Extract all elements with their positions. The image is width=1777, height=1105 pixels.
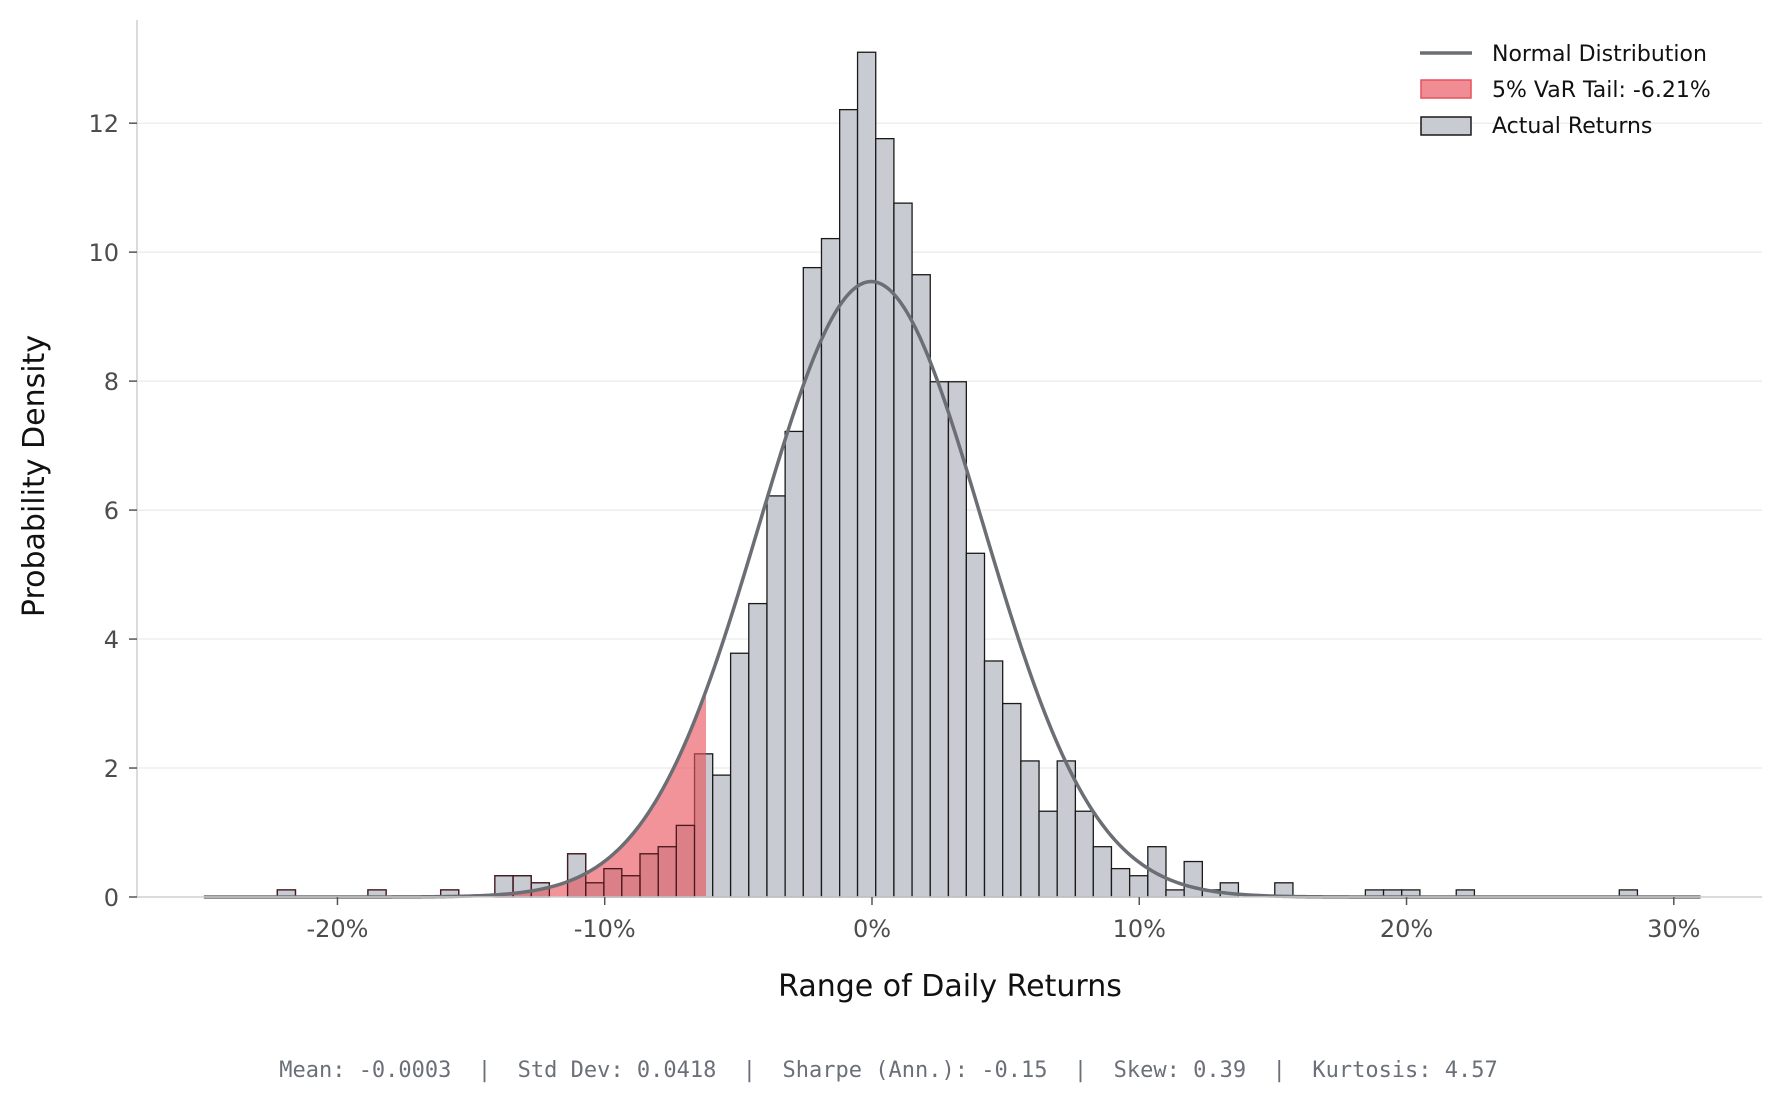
summary-statistics: Mean: -0.0003 | Std Dev: 0.0418 | Sharpe… [279, 1058, 1498, 1083]
histogram-bar [929, 381, 950, 898]
histogram-bar [766, 495, 786, 898]
y-tick-label: 10 [88, 239, 119, 267]
x-tick-label: -20% [306, 915, 368, 943]
histogram-bar [784, 430, 804, 898]
y-tick-label: 6 [104, 497, 119, 525]
y-axis-title: Probability Density [17, 335, 52, 617]
histogram-bar [1165, 889, 1185, 898]
histogram-bar [911, 274, 931, 898]
legend-var-label: 5% VaR Tail: -6.21% [1492, 78, 1711, 103]
histogram-bar [1183, 860, 1203, 898]
y-tick-label: 8 [104, 368, 119, 396]
histogram-bar [1002, 702, 1022, 898]
histogram-bar [856, 51, 877, 898]
x-axis-title: Range of Daily Returns [778, 969, 1122, 1004]
histogram-bar [1056, 760, 1077, 898]
legend-var-swatch [1420, 79, 1472, 99]
histogram-bar [1020, 760, 1040, 898]
histogram-bar [1110, 867, 1131, 898]
y-tick-label: 0 [104, 884, 119, 912]
histogram-bar [1038, 810, 1058, 898]
x-tick-label: 20% [1380, 915, 1433, 943]
histogram-bars [276, 51, 1639, 898]
x-axis-ticks: -20% -10% 0% 10% 20% 30% [306, 897, 1700, 943]
histogram-bar [1074, 810, 1094, 898]
x-tick-label: 10% [1113, 915, 1166, 943]
y-tick-label: 2 [104, 755, 119, 783]
histogram-bar [712, 774, 732, 898]
y-axis-ticks: 0 2 4 6 8 10 12 [88, 110, 137, 912]
x-tick-label: -10% [574, 915, 636, 943]
legend-returns-swatch [1420, 116, 1472, 136]
histogram-bar [965, 552, 986, 898]
histogram-bar [839, 108, 859, 898]
y-tick-label: 4 [104, 626, 119, 654]
var-tail-fill [203, 690, 707, 897]
x-tick-label: 30% [1647, 915, 1700, 943]
histogram-bar [1092, 846, 1113, 898]
axes [136, 20, 1762, 898]
histogram-bar [1128, 875, 1149, 898]
y-tick-label: 12 [88, 110, 119, 138]
histogram-bar [748, 602, 768, 898]
var-tail-area [203, 690, 707, 897]
x-tick-label: 0% [853, 915, 891, 943]
histogram-bar [875, 138, 895, 898]
histogram-bar [729, 652, 750, 898]
legend: Normal Distribution 5% VaR Tail: -6.21% … [1420, 42, 1711, 139]
legend-returns-label: Actual Returns [1492, 114, 1652, 139]
legend-normal-label: Normal Distribution [1492, 42, 1707, 67]
histogram-bar [983, 660, 1004, 898]
